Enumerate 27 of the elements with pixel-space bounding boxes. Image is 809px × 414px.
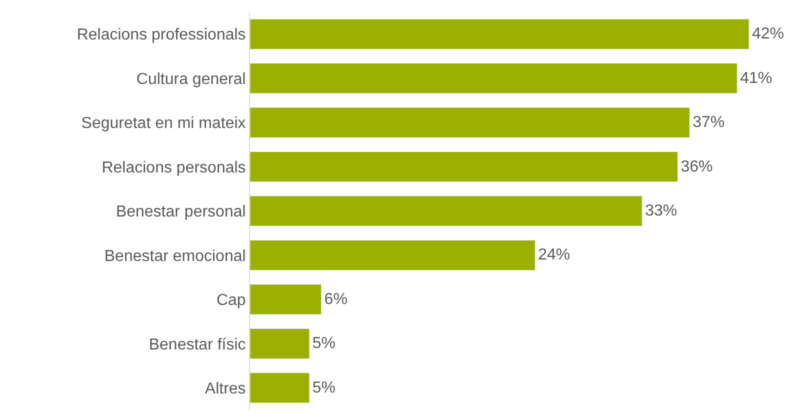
bar [250, 63, 738, 94]
bar [250, 18, 749, 50]
y-tick-label: Cap [216, 292, 246, 310]
data-label: 36% [680, 158, 713, 176]
bar [250, 372, 310, 404]
data-label: 5% [312, 379, 336, 396]
y-tick-label: Relacions personals [102, 159, 246, 176]
bar [250, 196, 642, 226]
bar [250, 107, 690, 138]
y-tick-label: Cultura general [136, 70, 246, 88]
bar [250, 240, 536, 271]
bar [250, 151, 678, 182]
data-label: 42% [752, 26, 784, 43]
y-tick-label: Relacions professionals [76, 26, 246, 44]
bar [250, 284, 322, 315]
y-tick-label: Benestar personal [116, 204, 246, 221]
data-label: 33% [645, 202, 678, 220]
data-label: 24% [538, 246, 570, 264]
data-label: 41% [740, 70, 772, 87]
data-label: 37% [692, 114, 725, 132]
y-tick-label: Seguretat en mi mateix [81, 115, 246, 132]
y-tick-label: Benestar físic [148, 336, 246, 354]
data-label: 5% [312, 335, 336, 352]
y-tick-label: Benestar emocional [104, 248, 246, 265]
bar [250, 328, 310, 359]
y-tick-label: Altres [204, 380, 246, 398]
data-label: 6% [324, 290, 348, 308]
